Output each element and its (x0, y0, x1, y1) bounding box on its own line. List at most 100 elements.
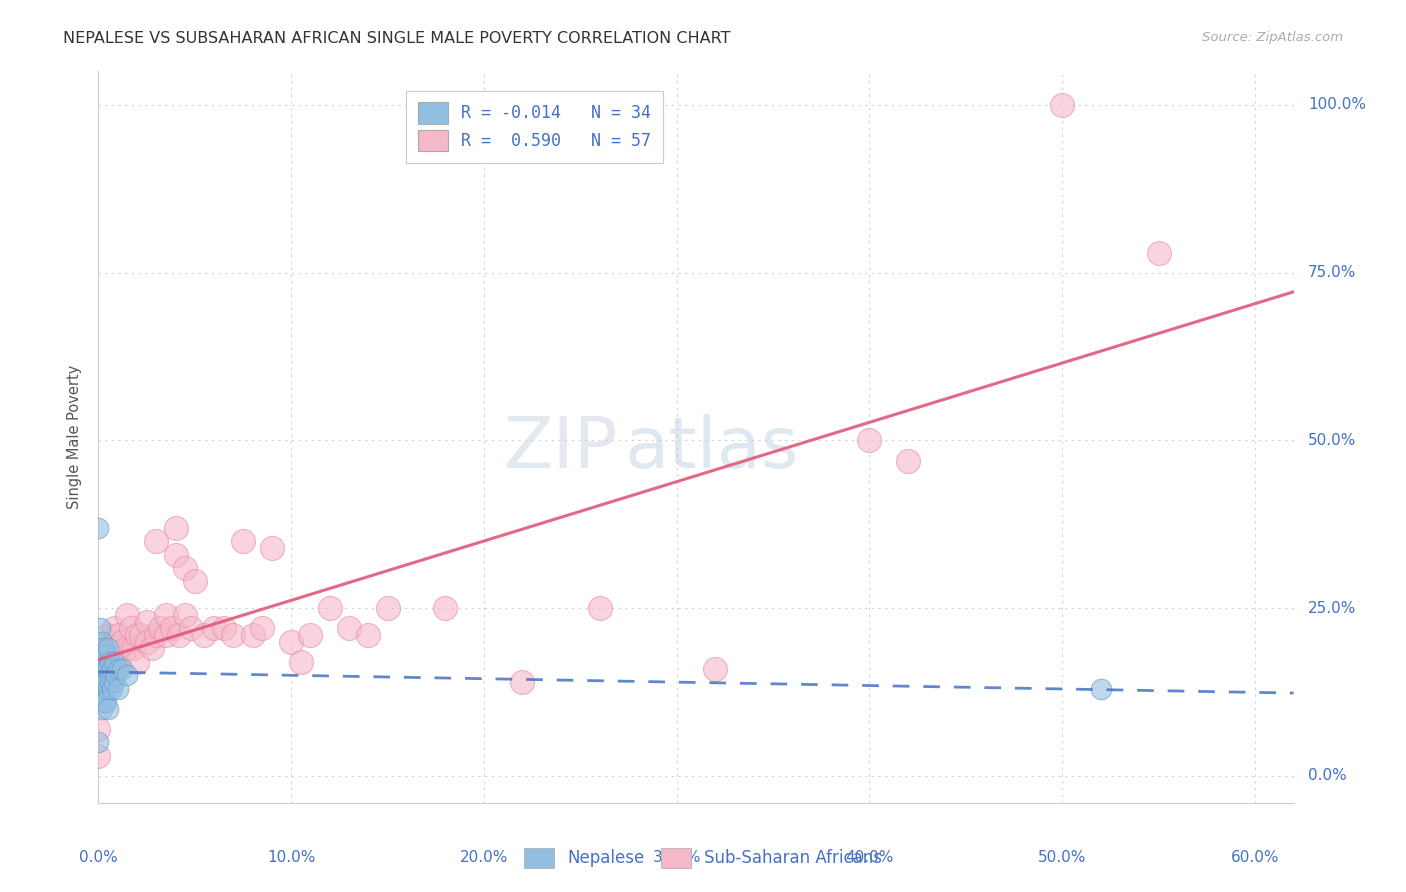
Point (98, 655, 121, 669)
Point (184, 574, 207, 589)
Point (94, 675, 117, 690)
Point (212, 621, 235, 635)
Point (101, 681, 124, 696)
Text: 50.0%: 50.0% (1038, 850, 1087, 864)
Point (94, 662, 117, 676)
Point (91, 634, 114, 648)
Point (87, 722, 110, 736)
Point (512, 675, 534, 690)
Point (434, 601, 457, 615)
Point (260, 541, 283, 555)
Point (101, 662, 124, 676)
Point (280, 634, 302, 648)
Text: Source: ZipAtlas.com: Source: ZipAtlas.com (1202, 31, 1343, 45)
Point (155, 607, 177, 622)
Point (174, 561, 197, 575)
Point (165, 521, 187, 535)
Point (107, 655, 129, 669)
Point (117, 641, 139, 656)
Point (104, 641, 127, 656)
Point (93, 662, 115, 676)
Point (91, 702, 114, 716)
Text: 75.0%: 75.0% (1308, 265, 1357, 280)
Point (155, 628, 177, 642)
Text: atlas: atlas (624, 414, 799, 483)
Point (357, 628, 380, 642)
Point (125, 628, 148, 642)
Point (1050, 98, 1073, 112)
Point (103, 621, 125, 635)
Point (97, 628, 120, 642)
Point (174, 607, 197, 622)
Point (89, 621, 111, 635)
Point (89, 655, 111, 669)
Point (160, 621, 183, 635)
Point (1090, 681, 1112, 696)
Point (588, 601, 610, 615)
Point (117, 607, 139, 622)
Point (202, 621, 225, 635)
Point (93, 648, 115, 662)
Point (193, 628, 215, 642)
Point (97, 641, 120, 656)
Text: NEPALESE VS SUBSAHARAN AFRICAN SINGLE MALE POVERTY CORRELATION CHART: NEPALESE VS SUBSAHARAN AFRICAN SINGLE MA… (63, 31, 731, 46)
Point (858, 434, 880, 448)
Y-axis label: Single Male Poverty: Single Male Poverty (67, 365, 83, 509)
Point (93, 675, 115, 690)
Point (110, 662, 132, 676)
Point (120, 621, 142, 635)
Text: 50.0%: 50.0% (1308, 433, 1357, 448)
Point (93, 641, 115, 656)
Point (87, 675, 110, 690)
Legend: Nepalese, Sub-Saharan Africans: Nepalese, Sub-Saharan Africans (517, 841, 889, 875)
Point (91, 655, 114, 669)
Point (337, 621, 360, 635)
Point (319, 601, 342, 615)
Point (117, 668, 139, 682)
Text: 10.0%: 10.0% (267, 850, 315, 864)
Text: 20.0%: 20.0% (460, 850, 508, 864)
Point (103, 655, 125, 669)
Point (87, 735, 110, 749)
Point (87, 521, 110, 535)
Text: 0.0%: 0.0% (79, 850, 118, 864)
Point (222, 628, 245, 642)
Point (91, 675, 114, 690)
Text: 25.0%: 25.0% (1308, 600, 1357, 615)
Legend: R = -0.014   N = 34, R =  0.590   N = 57: R = -0.014 N = 34, R = 0.590 N = 57 (406, 91, 664, 162)
Point (129, 628, 152, 642)
Point (101, 634, 124, 648)
Point (165, 548, 187, 562)
Point (377, 601, 399, 615)
Point (897, 453, 920, 467)
Point (145, 628, 167, 642)
Point (94, 648, 117, 662)
Point (87, 748, 110, 763)
Point (180, 621, 202, 635)
Point (149, 621, 172, 635)
Point (242, 628, 264, 642)
Point (97, 702, 120, 716)
Text: 100.0%: 100.0% (1308, 97, 1365, 112)
Point (145, 534, 167, 549)
Point (125, 655, 148, 669)
Point (104, 668, 127, 682)
Point (1147, 245, 1170, 260)
Text: ZIP: ZIP (503, 414, 619, 483)
Point (107, 662, 129, 676)
Point (290, 655, 312, 669)
Point (252, 621, 274, 635)
Text: 0.0%: 0.0% (1308, 769, 1347, 783)
Point (103, 675, 125, 690)
Point (97, 655, 120, 669)
Point (135, 615, 157, 629)
Point (169, 628, 191, 642)
Point (98, 675, 121, 690)
Point (110, 634, 132, 648)
Text: 60.0%: 60.0% (1230, 850, 1279, 864)
Point (122, 641, 145, 656)
Point (97, 681, 120, 696)
Point (94, 695, 117, 709)
Point (89, 689, 111, 703)
Point (135, 634, 157, 648)
